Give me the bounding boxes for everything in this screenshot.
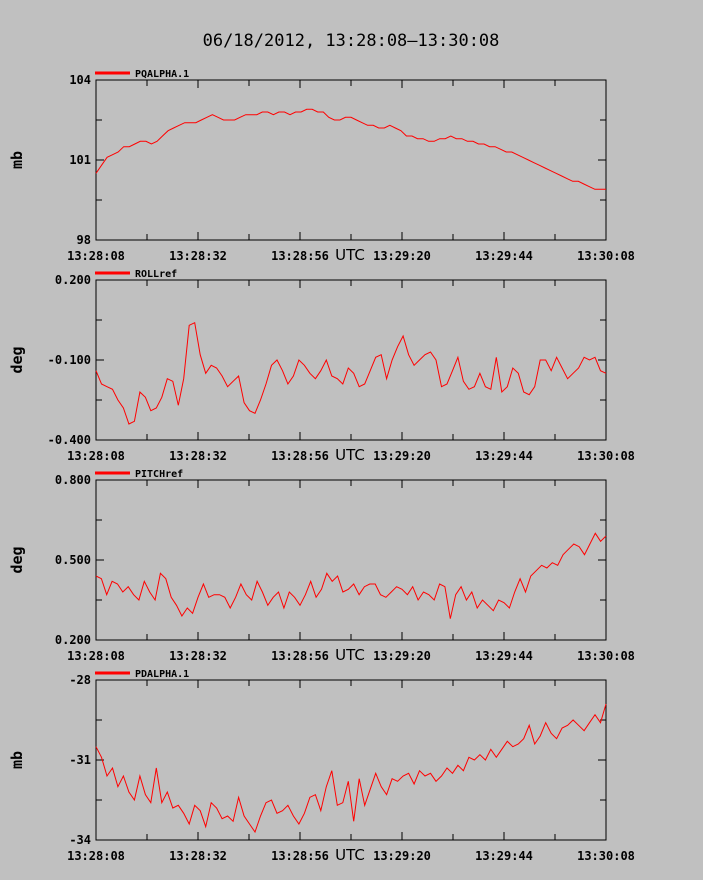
y-tick-label: 0.200 bbox=[55, 633, 91, 647]
x-tick-label: 13:28:08 bbox=[67, 849, 125, 863]
plot-frame bbox=[95, 679, 607, 841]
x-tick-label: 13:30:08 bbox=[577, 449, 635, 463]
y-tick-label: -0.400 bbox=[48, 433, 91, 447]
x-axis-title: UTC bbox=[335, 846, 365, 864]
chart-title: 06/18/2012, 13:28:08–13:30:08 bbox=[203, 31, 500, 51]
y-tick-label: 104 bbox=[69, 73, 91, 87]
x-tick-label: 13:29:44 bbox=[475, 449, 533, 463]
x-tick-label: 13:29:20 bbox=[373, 849, 431, 863]
x-tick-label: 13:28:56 bbox=[271, 249, 329, 263]
y-axis-title: deg bbox=[8, 546, 26, 573]
plot-frame bbox=[95, 479, 607, 641]
plot-frame bbox=[95, 279, 607, 441]
x-tick-label: 13:30:08 bbox=[577, 249, 635, 263]
x-tick-label: 13:28:08 bbox=[67, 649, 125, 663]
series-line bbox=[95, 532, 607, 619]
x-tick-label: 13:28:32 bbox=[169, 249, 227, 263]
chart-panel-3: 0.200 0.500 0.800 13:28:08 13:28:32 13:28:56 1… bbox=[8, 469, 635, 664]
legend-label: PDALPHA.1 bbox=[135, 669, 189, 680]
x-tick-label: 13:29:20 bbox=[373, 649, 431, 663]
y-tick-label: 0.800 bbox=[55, 473, 91, 487]
x-tick-label: 13:29:44 bbox=[475, 249, 533, 263]
y-axis-title: deg bbox=[8, 346, 26, 373]
x-tick-label: 13:29:44 bbox=[475, 649, 533, 663]
y-tick-label: -0.100 bbox=[48, 353, 91, 367]
x-tick-label: 13:29:44 bbox=[475, 849, 533, 863]
x-tick-label: 13:28:56 bbox=[271, 849, 329, 863]
x-tick-label: 13:28:56 bbox=[271, 449, 329, 463]
x-tick-label: 13:28:32 bbox=[169, 449, 227, 463]
y-tick-label: -34 bbox=[69, 833, 91, 847]
chart-panel-4: -34 -31 -28 13:28:08 13:28:32 13:28:56 13:29:2… bbox=[8, 669, 635, 864]
x-tick-label: 13:28:32 bbox=[169, 849, 227, 863]
x-tick-label: 13:30:08 bbox=[577, 849, 635, 863]
chart-panel-1: 98 101 104 13:28:08 13:28:32 13:28:56 13:29:20… bbox=[8, 69, 635, 264]
x-tick-label: 13:28:08 bbox=[67, 449, 125, 463]
y-tick-label: 101 bbox=[69, 153, 91, 167]
y-tick-label: -31 bbox=[69, 753, 91, 767]
legend-label: PQALPHA.1 bbox=[135, 69, 189, 80]
x-tick-label: 13:28:32 bbox=[169, 649, 227, 663]
y-axis-title: mb bbox=[8, 751, 26, 769]
x-axis-title: UTC bbox=[335, 246, 365, 264]
series-line bbox=[95, 321, 607, 425]
series-line bbox=[95, 703, 607, 834]
x-tick-label: 13:29:20 bbox=[373, 249, 431, 263]
legend-label: ROLLref bbox=[135, 269, 177, 280]
x-tick-label: 13:28:56 bbox=[271, 649, 329, 663]
y-tick-label: 98 bbox=[77, 233, 91, 247]
legend-label: PITCHref bbox=[135, 469, 183, 480]
x-tick-label: 13:29:20 bbox=[373, 449, 431, 463]
x-tick-label: 13:28:08 bbox=[67, 249, 125, 263]
y-tick-label: 0.500 bbox=[55, 553, 91, 567]
y-axis-title: mb bbox=[8, 151, 26, 169]
x-axis-title: UTC bbox=[335, 446, 365, 464]
series-line bbox=[95, 108, 606, 190]
chart-panel-2: -0.400 -0.100 0.200 13:28:08 13:28:32 13:28:5… bbox=[8, 269, 635, 464]
x-axis-title: UTC bbox=[335, 646, 365, 664]
y-tick-label: 0.200 bbox=[55, 273, 91, 287]
x-tick-label: 13:30:08 bbox=[577, 649, 635, 663]
y-tick-label: -28 bbox=[69, 673, 91, 687]
